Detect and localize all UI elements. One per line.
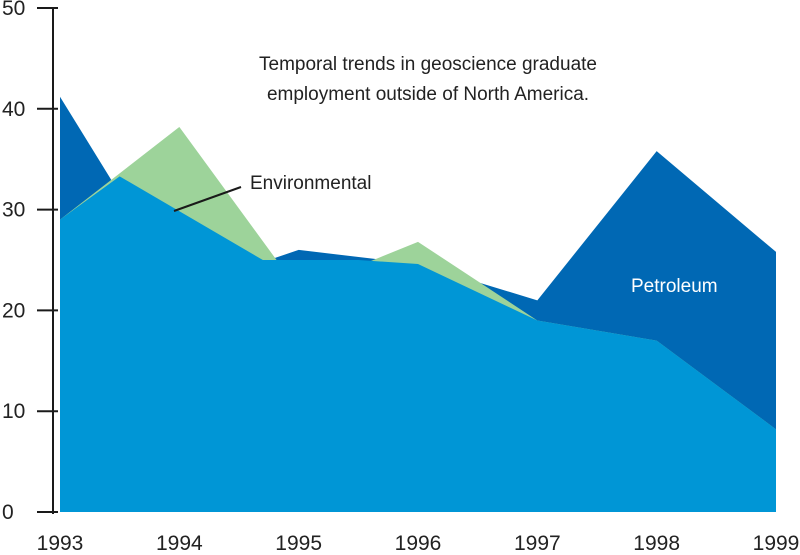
x-axis-labels: 1993 1994 1995 1996 1997 1998 1999: [37, 532, 800, 555]
petroleum-label: Petroleum: [631, 276, 718, 297]
x-tick-label: 1994: [156, 532, 203, 555]
x-tick-label: 1997: [514, 532, 561, 555]
y-tick-label: 20: [2, 299, 25, 322]
chart-title-line-2: employment outside of North America.: [267, 84, 589, 105]
x-tick-label: 1998: [633, 532, 680, 555]
x-tick-label: 1996: [395, 532, 442, 555]
series-2-area: [60, 176, 776, 512]
y-tick-label: 30: [2, 199, 25, 222]
y-tick-label: 0: [2, 501, 14, 524]
x-tick-label: 1993: [37, 532, 84, 555]
y-axis: 0 10 20 30 40 50: [2, 0, 58, 524]
y-tick-label: 10: [2, 400, 25, 423]
chart-title: Temporal trends in geoscience graduate e…: [259, 54, 597, 105]
environmental-label: Environmental: [250, 173, 371, 194]
x-tick-label: 1999: [753, 532, 800, 555]
chart-title-line-1: Temporal trends in geoscience graduate: [259, 54, 597, 75]
environmental-leader-line: [173, 186, 242, 212]
y-tick-label: 50: [2, 0, 25, 20]
environmental-callout: Environmental: [173, 173, 371, 212]
area-series-group: [60, 96, 776, 512]
y-tick-label: 40: [2, 98, 25, 121]
x-tick-label: 1995: [275, 532, 322, 555]
